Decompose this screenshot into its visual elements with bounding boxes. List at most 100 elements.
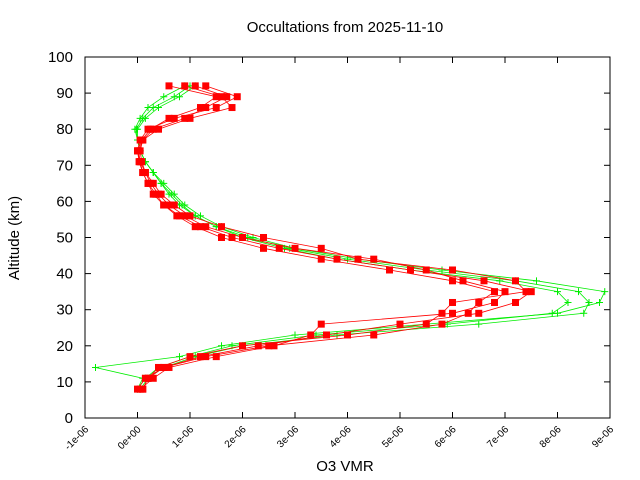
y-tick-label: 0	[65, 410, 73, 427]
data-point	[260, 244, 267, 252]
profile-series	[92, 82, 609, 393]
data-point	[139, 169, 147, 177]
data-point	[317, 320, 325, 328]
data-point	[191, 223, 199, 231]
data-point	[527, 288, 535, 296]
profile-line	[137, 85, 533, 390]
data-point	[548, 309, 556, 317]
data-point	[449, 277, 456, 285]
data-point	[138, 136, 146, 144]
data-point	[370, 331, 378, 339]
data-point	[449, 309, 456, 317]
y-axis-label: Altitude (km)	[6, 196, 23, 280]
profile-line	[138, 85, 506, 390]
x-tick-label: 6e-06	[433, 424, 459, 450]
profile-line	[137, 85, 569, 390]
data-point	[173, 212, 181, 220]
data-point	[491, 298, 498, 306]
data-point	[157, 179, 165, 187]
plot-series	[92, 82, 609, 393]
data-point	[575, 288, 582, 296]
data-point	[149, 169, 157, 177]
y-tick-label: 10	[56, 374, 73, 391]
data-point	[160, 93, 168, 101]
data-point	[202, 82, 210, 90]
data-point	[407, 266, 414, 274]
data-point	[307, 331, 315, 339]
data-point	[155, 104, 162, 112]
data-point	[585, 298, 593, 306]
data-point	[212, 353, 220, 361]
data-point	[260, 234, 267, 241]
profile-series	[135, 82, 509, 393]
data-point	[202, 223, 210, 231]
data-point	[181, 82, 189, 90]
data-point	[212, 104, 220, 112]
data-point	[165, 201, 173, 209]
data-point	[449, 298, 456, 306]
data-point	[464, 309, 472, 317]
data-point	[149, 374, 157, 382]
profile-series	[134, 82, 535, 393]
data-point	[333, 255, 341, 263]
data-point	[212, 93, 220, 101]
x-tick-label: 8e-06	[538, 424, 564, 450]
x-tick-label: 4e-06	[328, 424, 354, 450]
data-point	[218, 93, 225, 101]
x-tick-label: 0e+00	[116, 424, 144, 452]
y-tick-label: 80	[56, 121, 73, 138]
data-point	[92, 363, 99, 371]
data-point	[512, 298, 519, 306]
data-point	[449, 266, 456, 274]
y-tick-label: 70	[56, 157, 73, 174]
data-point	[186, 212, 194, 220]
x-tick-label: 3e-06	[275, 424, 301, 450]
axis-ticks: -1e-06 0e+00 1e-06 2e-06 3e-06 4e-06 5e-06 6e-0…	[48, 49, 616, 453]
profile-line	[139, 85, 527, 390]
plot-frame	[84, 56, 611, 419]
data-point	[170, 114, 178, 122]
data-point	[134, 125, 141, 133]
data-point	[422, 320, 430, 328]
data-point	[239, 342, 246, 350]
data-point	[344, 331, 351, 339]
data-point	[160, 363, 168, 371]
data-point	[239, 234, 246, 241]
data-point	[317, 255, 325, 263]
data-point	[596, 298, 603, 306]
y-tick-label: 60	[56, 193, 73, 210]
data-point	[186, 353, 194, 361]
data-point	[165, 363, 173, 371]
data-point	[501, 288, 509, 296]
data-point	[197, 104, 204, 112]
data-point	[475, 309, 483, 317]
data-point	[480, 277, 488, 285]
y-tick-label: 50	[56, 230, 73, 247]
chart-title: Occultations from 2025-11-10	[247, 19, 444, 36]
data-point	[533, 277, 540, 285]
data-point	[186, 114, 194, 122]
data-point	[218, 234, 225, 241]
y-tick-label: 20	[56, 338, 73, 355]
data-point	[422, 266, 430, 274]
data-point	[438, 309, 446, 317]
data-point	[291, 244, 299, 252]
profile-line	[136, 85, 590, 390]
data-point	[135, 158, 143, 166]
data-point	[344, 255, 351, 263]
profile-series	[134, 82, 572, 393]
data-point	[275, 244, 283, 252]
data-point	[233, 93, 241, 101]
profile-series	[134, 82, 498, 393]
y-tick-label: 40	[56, 266, 73, 283]
data-point	[191, 82, 199, 90]
data-point	[202, 104, 210, 112]
profile-series	[132, 82, 593, 393]
data-point	[323, 331, 330, 339]
data-point	[155, 125, 162, 133]
data-point	[475, 320, 483, 328]
data-point	[170, 201, 178, 209]
data-point	[218, 223, 225, 231]
data-point	[370, 255, 378, 263]
data-point	[270, 342, 278, 350]
